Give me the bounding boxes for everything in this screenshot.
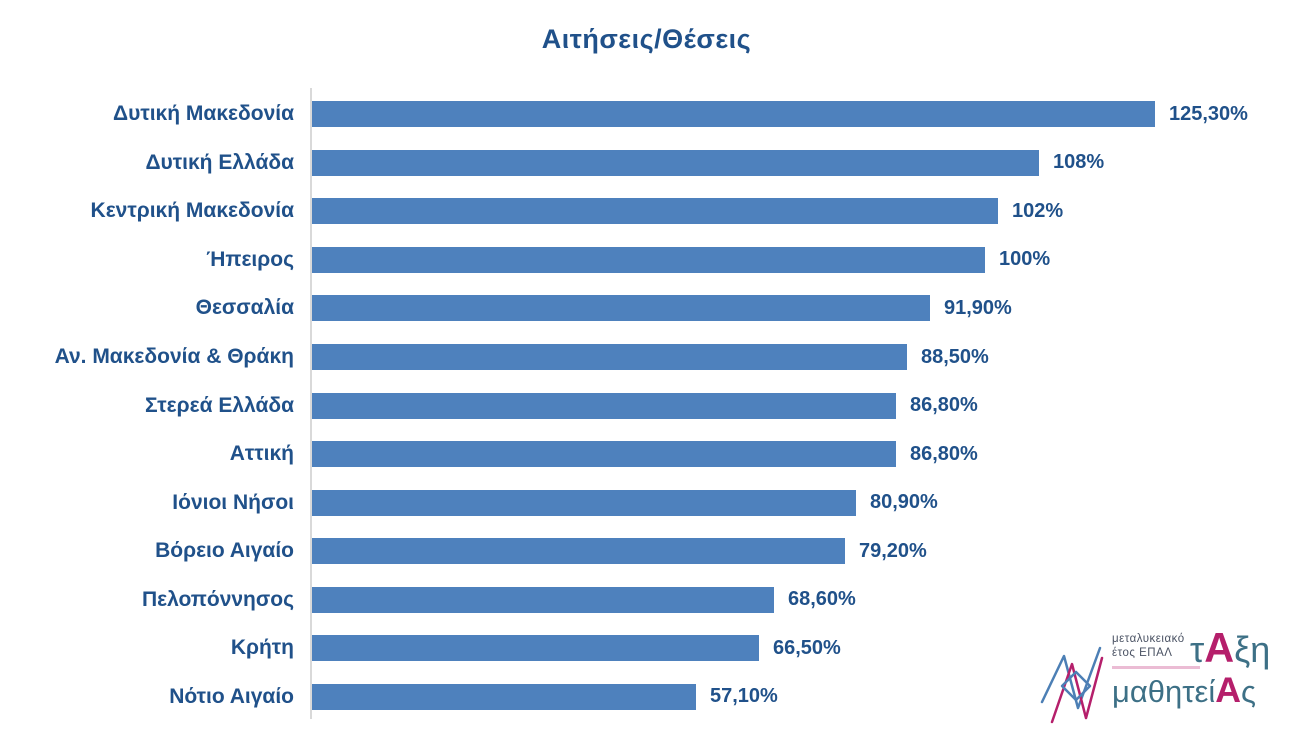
chart-row: Στερεά Ελλάδα 86,80% [0, 381, 1293, 430]
chart-row: Δυτική Μακεδονία 125,30% [0, 90, 1293, 139]
logo-word-mathiteias: μαθητείΑς [1112, 670, 1256, 712]
chart-row: Δυτική Ελλάδα 108% [0, 139, 1293, 188]
category-label: Ιόνιοι Νήσοι [172, 490, 294, 514]
bar [312, 295, 930, 322]
chart-row: Βόρειο Αιγαίο 79,20% [0, 527, 1293, 576]
category-label: Νότιο Αιγαίο [169, 684, 294, 708]
category-label: Ήπειρος [206, 247, 294, 271]
chart-row: Ήπειρος 100% [0, 236, 1293, 285]
bar [312, 149, 1039, 176]
y-axis-line [310, 88, 312, 719]
logo-word1-alpha: Α [1204, 625, 1235, 671]
category-label: Αν. Μακεδονία & Θράκη [54, 345, 294, 368]
bar [312, 198, 998, 225]
bar [312, 246, 985, 273]
category-label: Αττική [229, 442, 294, 466]
logo-word2-post: ς [1240, 674, 1256, 709]
bar [312, 101, 1155, 128]
chart-row: Αν. Μακεδονία & Θράκη 88,50% [0, 333, 1293, 382]
logo-small-line1: μεταλυκειακό [1112, 633, 1185, 645]
bar-chart: Δυτική Μακεδονία 125,30% Δυτική Ελλάδα 1… [0, 90, 1293, 721]
value-label: 68,60% [788, 588, 856, 611]
category-label: Κεντρική Μακεδονία [90, 199, 294, 223]
chart-row: Κεντρική Μακεδονία 102% [0, 187, 1293, 236]
value-label: 80,90% [870, 491, 938, 514]
value-label: 66,50% [773, 636, 841, 659]
logo-small-line2: έτος ΕΠΑΛ [1112, 647, 1173, 659]
bar [312, 489, 856, 516]
chart-row: Ιόνιοι Νήσοι 80,90% [0, 478, 1293, 527]
zigzag-logo-icon [1040, 646, 1104, 724]
bar [312, 683, 696, 710]
value-label: 102% [1012, 199, 1064, 222]
value-label: 108% [1053, 151, 1105, 174]
logo-small-text: μεταλυκειακό έτος ΕΠΑΛ [1112, 632, 1185, 660]
chart-row: Κρήτη 66,50% [0, 624, 1293, 673]
value-label: 86,80% [910, 442, 978, 465]
value-label: 125,30% [1169, 102, 1248, 125]
logo-underline [1112, 666, 1200, 669]
bar [312, 344, 907, 370]
bar [312, 635, 759, 662]
bar [312, 392, 896, 419]
category-label: Δυτική Μακεδονία [113, 102, 294, 126]
chart-row: Νότιο Αιγαίο 57,10% [0, 673, 1293, 722]
category-label: Πελοπόννησος [141, 587, 294, 611]
category-label: Κρήτη [230, 636, 294, 660]
bar [312, 586, 774, 613]
logo-word1-post: ξη [1234, 629, 1271, 670]
bar [312, 538, 845, 565]
bar [312, 441, 896, 468]
category-label: Δυτική Ελλάδα [145, 150, 294, 174]
category-label: Στερεά Ελλάδα [145, 393, 294, 417]
logo-word1-pre: τ [1190, 629, 1205, 670]
chart-row: Αττική 86,80% [0, 430, 1293, 479]
chart-row: Θεσσαλία 91,90% [0, 284, 1293, 333]
chart-title: Αιτήσεις/Θέσεις [541, 24, 752, 54]
logo-word2-alpha: Α [1215, 670, 1241, 710]
value-label: 79,20% [859, 539, 927, 562]
category-label: Βόρειο Αιγαίο [155, 539, 294, 563]
category-label: Θεσσαλία [195, 296, 294, 320]
apprenticeship-class-logo: μεταλυκειακό έτος ΕΠΑΛ τΑξη μαθητείΑς [1038, 625, 1293, 736]
logo-word2-pre: μαθητεί [1112, 674, 1216, 709]
logo-word-taxi: τΑξη [1190, 625, 1271, 671]
value-label: 88,50% [921, 345, 989, 368]
value-label: 57,10% [710, 685, 778, 708]
chart-row: Πελοπόννησος 68,60% [0, 575, 1293, 624]
value-label: 100% [999, 248, 1051, 271]
value-label: 91,90% [944, 296, 1012, 319]
value-label: 86,80% [910, 394, 978, 417]
